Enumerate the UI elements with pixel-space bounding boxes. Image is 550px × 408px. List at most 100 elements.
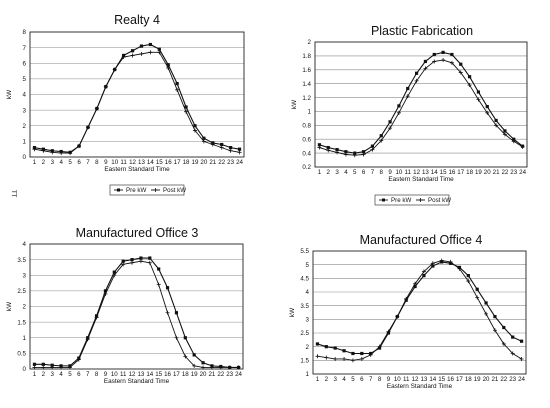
data-point [510,351,515,356]
x-tick-label: 19 [191,371,198,378]
x-tick-label: 10 [395,169,402,176]
x-tick-label: 2 [42,371,46,378]
data-point [175,87,180,92]
chart-title: Realty 4 [114,13,160,27]
legend-label: Post kW [163,187,186,194]
y-axis-label: kW [291,99,298,109]
data-point [494,123,499,128]
x-tick-label: 1 [33,371,37,378]
chart-title: Plastic Fabrication [371,24,473,38]
x-tick-label: 19 [475,169,482,176]
y-tick-label: 0.5 [17,351,26,358]
data-point [94,106,99,111]
data-point [458,70,463,75]
x-tick-label: 15 [156,159,163,166]
plot-area [29,31,245,158]
series-line-pre-kw [317,261,522,355]
legend-box [374,194,450,206]
x-tick-label: 14 [431,169,438,176]
data-point [423,66,428,71]
x-tick-label: 20 [200,371,207,378]
data-point [519,356,524,361]
data-point [156,282,161,287]
x-tick-label: 11 [120,159,127,166]
x-tick-label: 9 [388,169,392,176]
data-point [148,42,152,47]
series-line-pre-kw [34,257,239,368]
data-point [388,120,392,124]
data-point [236,365,241,370]
data-point [343,152,348,157]
data-point [165,310,170,315]
x-tick-label: 13 [138,159,145,166]
x-tick-label: 5 [353,169,357,176]
x-tick-label: 7 [86,371,90,378]
data-point [227,365,232,370]
data-point [324,355,329,360]
y-tick-label: 2 [308,39,312,46]
data-point [32,365,37,370]
y-tick-label: 6 [23,60,27,67]
x-tick-label: 24 [518,376,525,383]
x-tick-label: 17 [457,169,464,176]
x-tick-label: 12 [129,159,136,166]
x-tick-label: 5 [68,371,72,378]
x-tick-label: 8 [95,371,99,378]
data-point [484,301,488,305]
data-point [388,126,393,131]
chart-title: Manufactured Office 4 [360,233,483,247]
data-point [229,146,233,150]
data-point [218,365,223,370]
data-point [112,270,116,274]
data-point [350,358,355,363]
y-axis-label: kW [6,89,13,99]
y-tick-label: 1.4 [302,81,311,88]
data-point [353,151,357,155]
x-tick-label: 3 [333,376,337,383]
x-tick-label: 10 [111,159,118,166]
data-point [210,142,215,147]
data-point [476,90,481,94]
data-point [449,60,454,65]
data-point [414,71,419,75]
data-point [237,147,242,151]
data-point [41,362,45,366]
data-point [50,150,55,155]
x-tick-label: 23 [509,376,516,383]
y-tick-label: 4 [306,289,310,296]
x-tick-label: 17 [456,376,463,383]
data-point [130,49,135,53]
x-tick-label: 21 [491,376,498,383]
x-tick-label: 17 [173,371,180,378]
x-tick-label: 1 [33,159,37,166]
data-point [166,65,171,70]
legend-marker [117,188,120,192]
data-point [157,47,161,51]
data-point [485,104,489,109]
x-tick-label: 11 [403,376,410,383]
x-tick-label: 21 [493,169,500,176]
y-tick-label: 1 [308,109,312,116]
x-tick-label: 4 [59,371,63,378]
data-point [50,363,54,367]
y-tick-label: 2.5 [17,288,26,295]
x-tick-label: 6 [77,371,81,378]
data-point [421,269,426,274]
x-tick-label: 14 [429,376,436,383]
data-point [121,259,125,263]
data-point [511,335,515,339]
data-point [202,136,206,140]
x-tick-label: 16 [164,371,171,378]
x-tick-label: 20 [200,159,207,166]
data-point [130,260,135,265]
data-point [228,148,233,153]
x-tick-label: 23 [226,371,233,378]
data-point [361,152,366,157]
data-point [130,258,134,262]
y-tick-label: 1 [306,371,310,378]
data-point [76,357,81,362]
data-point [503,129,507,133]
x-tick-label: 24 [236,159,243,166]
x-tick-label: 16 [447,376,454,383]
x-tick-label: 16 [448,169,455,176]
